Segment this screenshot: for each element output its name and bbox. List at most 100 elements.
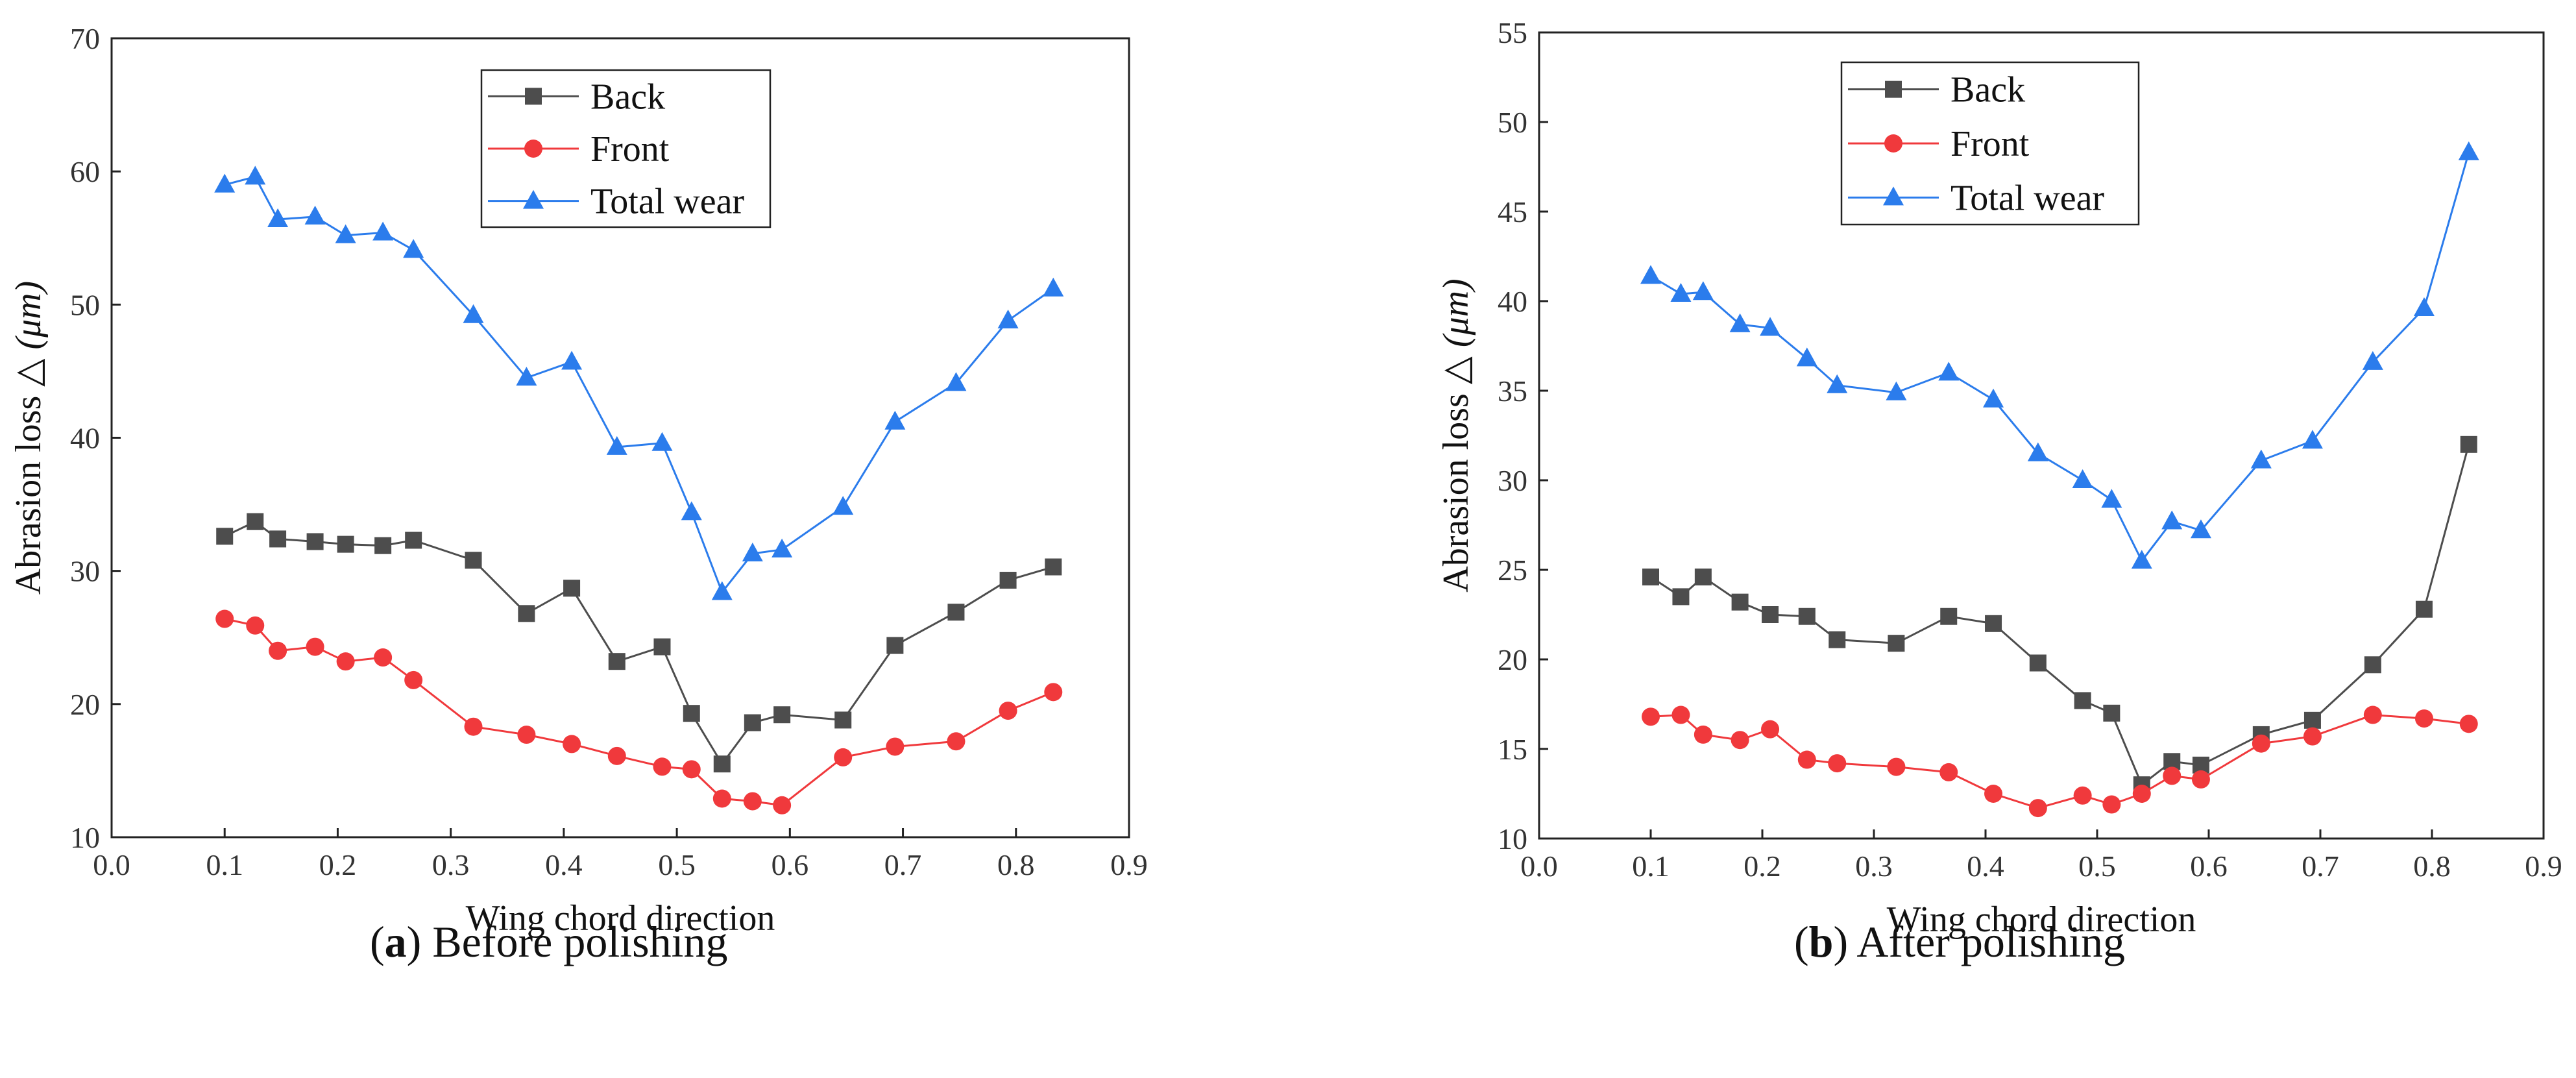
- data-point-total-wear: [2131, 550, 2152, 569]
- data-point-front: [2163, 766, 2181, 785]
- data-point-front: [607, 746, 626, 765]
- data-point-back: [947, 604, 965, 621]
- y-tick-label: 50: [1498, 106, 1527, 139]
- data-point-front: [999, 702, 1017, 720]
- data-point-front: [773, 796, 792, 815]
- x-tick-label: 0.9: [2525, 850, 2562, 883]
- data-point-front: [743, 792, 762, 811]
- plot-frame: [1538, 31, 2545, 840]
- data-point-front: [682, 760, 701, 779]
- y-axis-title: Abrasion loss △ (μm): [8, 281, 49, 594]
- x-tick-label: 0.6: [772, 848, 809, 881]
- y-tick-label: 50: [70, 288, 100, 321]
- data-point-back: [337, 535, 354, 553]
- x-tick-label: 0.3: [1855, 850, 1893, 883]
- data-point-front: [306, 637, 324, 656]
- data-point-front: [2252, 734, 2270, 753]
- data-point-back: [1694, 569, 1712, 586]
- data-point-front: [1642, 707, 1660, 726]
- data-point-back: [216, 528, 234, 545]
- data-point-total-wear: [304, 205, 326, 225]
- data-point-total-wear: [945, 372, 967, 391]
- legend-marker-back: [1885, 80, 1902, 98]
- data-point-back: [1798, 607, 1816, 625]
- data-point-total-wear: [711, 581, 733, 600]
- data-point-total-wear: [1692, 281, 1714, 300]
- data-point-front: [1671, 705, 1690, 724]
- data-point-front: [1761, 720, 1780, 739]
- series-line-front: [224, 618, 1054, 807]
- data-point-front: [1731, 731, 1749, 750]
- data-point-front: [2028, 799, 2047, 818]
- data-point-total-wear: [463, 304, 484, 323]
- data-point-back: [247, 513, 264, 530]
- data-point-total-wear: [1640, 265, 1661, 284]
- data-point-front: [404, 670, 423, 689]
- data-point-total-wear: [1938, 361, 1960, 381]
- data-point-back: [1940, 607, 1958, 625]
- x-tick-label: 0.0: [1520, 850, 1558, 883]
- x-tick-label: 0.0: [93, 848, 130, 881]
- x-tick-label: 0.4: [1967, 850, 2004, 883]
- y-tick-label: 30: [70, 555, 100, 588]
- data-point-total-wear: [1886, 381, 1907, 400]
- data-point-back: [1045, 558, 1062, 576]
- chart-a: 0.0 0.1 0.2 0.3 0.4 0.5 0.6 0.7 0.8 0.9 10 20 30 40 50…: [8, 22, 1148, 938]
- x-tick-label: 0.4: [545, 848, 583, 881]
- data-point-total-wear: [2362, 350, 2383, 370]
- legend-label-total-wear: Total wear: [590, 182, 744, 222]
- data-point-front: [246, 616, 265, 635]
- data-point-total-wear: [1670, 282, 1692, 302]
- data-point-total-wear: [1796, 347, 1817, 367]
- data-point-back: [2303, 711, 2321, 729]
- y-tick-label: 70: [70, 22, 100, 55]
- legend-label-front: Front: [590, 129, 670, 169]
- data-point-front: [517, 726, 536, 744]
- data-point-front: [1694, 725, 1712, 744]
- data-point-back: [306, 533, 324, 550]
- y-tick-label: 25: [1498, 554, 1527, 587]
- data-point-back: [2029, 654, 2047, 672]
- x-tick-label: 0.2: [319, 848, 357, 881]
- x-tick-label: 0.7: [2302, 850, 2339, 883]
- data-point-back: [2364, 656, 2381, 674]
- data-point-back: [2415, 600, 2433, 618]
- data-point-total-wear: [2458, 141, 2479, 160]
- data-point-front: [2073, 786, 2092, 805]
- data-point-front: [1984, 785, 2003, 803]
- x-tick-label: 0.1: [1632, 850, 1670, 883]
- y-tick-label: 30: [1498, 464, 1527, 497]
- x-tick-label: 0.5: [2078, 850, 2116, 883]
- data-point-total-wear: [245, 165, 266, 185]
- y-tick-label: 20: [1498, 643, 1527, 676]
- y-axis-title-main: Abrasion loss △: [8, 350, 49, 595]
- data-point-back: [773, 706, 791, 724]
- y-axis-title-unit: (μm): [1436, 278, 1476, 347]
- data-point-total-wear: [2302, 430, 2323, 449]
- data-point-back: [683, 705, 700, 722]
- data-point-front: [2303, 727, 2322, 746]
- data-point-total-wear: [832, 496, 854, 515]
- caption-b: (b) After polishing: [1794, 917, 2126, 966]
- data-point-back: [834, 711, 852, 729]
- data-point-back: [653, 638, 671, 655]
- x-axis-title: Wing chord direction: [466, 898, 775, 938]
- data-point-back: [374, 537, 392, 554]
- legend-marker-back: [525, 88, 542, 105]
- data-point-front: [1797, 750, 1816, 769]
- data-point-front: [2363, 705, 2382, 724]
- data-point-back: [563, 580, 581, 597]
- data-point-front: [2132, 785, 2151, 803]
- data-point-back: [518, 605, 535, 622]
- data-point-back: [1672, 588, 1690, 606]
- y-tick-label: 10: [1498, 822, 1527, 855]
- data-point-front: [886, 737, 905, 756]
- data-point-total-wear: [372, 221, 394, 241]
- data-point-front: [1044, 683, 1063, 702]
- data-point-back: [744, 714, 761, 731]
- data-point-front: [269, 641, 287, 660]
- data-point-total-wear: [1043, 277, 1064, 297]
- y-tick-label: 10: [70, 821, 100, 854]
- data-point-front: [336, 652, 355, 671]
